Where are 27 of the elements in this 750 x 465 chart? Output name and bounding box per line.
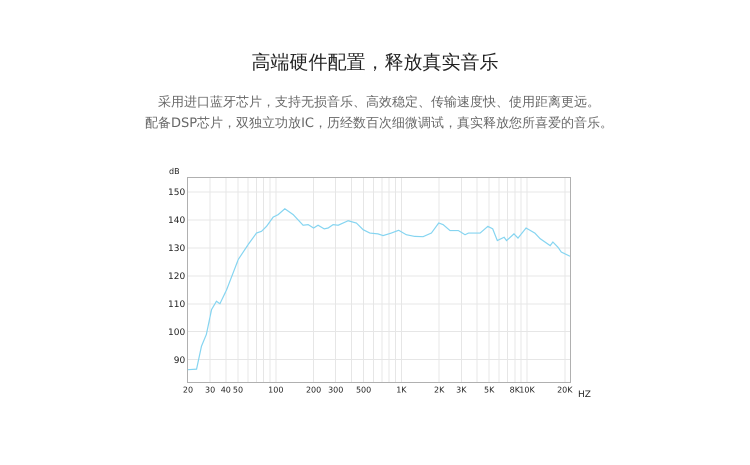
x-tick-label: 100: [268, 386, 284, 395]
x-tick-label: 30: [205, 386, 216, 395]
x-tick-label: 200: [306, 386, 322, 395]
chart-title: 高端硬件配置，释放真实音乐: [252, 51, 498, 74]
x-tick-label: 2K: [434, 386, 446, 395]
x-tick-label: 5K: [484, 386, 496, 395]
y-tick-label: 90: [174, 356, 186, 366]
text: 配备DSP芯片，双独立功放IC，历经数百次细微调试，真实释放您所喜爱的音乐。: [145, 115, 614, 131]
y-tick-label: 140: [168, 216, 186, 226]
x-tick-label: 40: [220, 386, 231, 395]
x-axis-title: HZ: [578, 390, 591, 400]
x-tick-label: 8K: [510, 386, 521, 395]
y-tick-label: 110: [168, 300, 186, 310]
x-tick-label: 10K: [519, 386, 536, 395]
x-tick-label: 20: [182, 386, 194, 395]
x-tick-label: 500: [356, 386, 372, 395]
x-tick-label: 1K: [396, 386, 408, 395]
y-tick-label: 130: [168, 244, 186, 254]
x-tick-label: 3K: [456, 386, 468, 395]
y-axis-title: dB: [169, 167, 180, 176]
y-tick-label: 120: [168, 272, 186, 282]
x-tick-label: 300: [328, 386, 344, 395]
y-tick-label: 150: [168, 188, 186, 198]
x-tick-label: 20K: [557, 386, 574, 395]
y-tick-label: 100: [168, 328, 186, 338]
x-tick-label: 50: [232, 386, 244, 395]
chart-subtitle: 采用进口蓝牙芯片，支持无损音乐、高效稳定、传输速度快、使用距离更远。: [158, 94, 600, 110]
